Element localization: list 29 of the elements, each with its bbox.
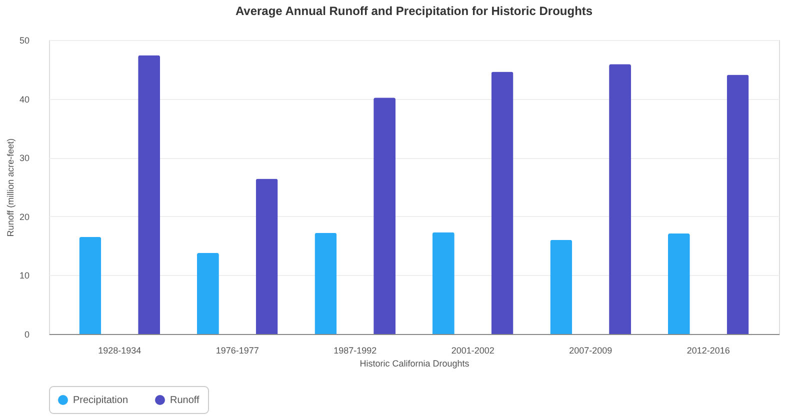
bar	[726, 74, 749, 334]
x-tick-label: 1976-1977	[216, 346, 259, 356]
y-tick-label: 50	[19, 36, 30, 46]
bar	[432, 232, 454, 334]
bar	[374, 98, 396, 334]
legend-label: Precipitation	[73, 395, 128, 406]
bar	[196, 252, 219, 334]
x-tick-label: 1928-1934	[98, 346, 142, 356]
x-tick-label: 2001-2002	[451, 346, 494, 356]
x-tick-label: 1987-1992	[334, 346, 377, 356]
y-tick-label: 30	[19, 153, 30, 164]
y-tick-label: 20	[19, 212, 30, 222]
y-axis-title: Runoff (million acre-feet)	[5, 138, 16, 237]
y-tick-label: 40	[19, 94, 30, 104]
bar	[256, 178, 278, 334]
x-axis-title: Historic California Droughts	[360, 358, 470, 368]
bar	[138, 55, 160, 334]
chart-title: Average Annual Runoff and Precipitation for Historic Droughts	[235, 4, 593, 18]
bar	[491, 72, 514, 334]
x-tick-label: 2007-2009	[569, 346, 612, 356]
bar	[668, 233, 690, 334]
bar	[79, 236, 102, 334]
bar	[550, 240, 572, 334]
x-tick-label: 2012-2016	[686, 346, 730, 356]
bar	[314, 232, 337, 334]
legend-label: Runoff	[170, 395, 200, 406]
bar	[609, 64, 632, 334]
y-tick-label: 10	[19, 270, 30, 281]
y-tick-label: 0	[24, 330, 30, 340]
